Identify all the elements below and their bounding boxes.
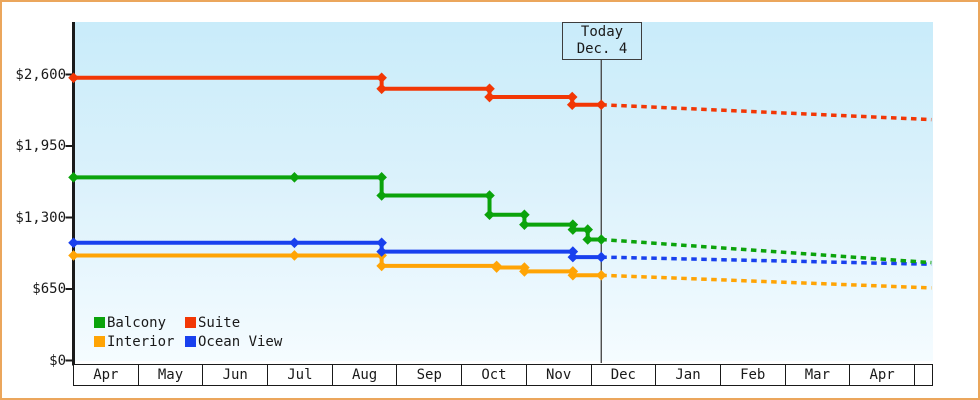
today-date: Dec. 4 [576, 41, 628, 57]
today-label: Today [580, 24, 624, 40]
legend-item-interior: Interior [94, 332, 185, 351]
series-interior-forecast-line [601, 273, 932, 290]
series-interior-marker [595, 269, 607, 281]
series-balcony-marker [484, 209, 495, 221]
series-suite-marker [376, 83, 387, 95]
x-axis-month-band: Apr May Jun Jul Aug Sep Oct Nov Dec Jan Feb Mar Apr [73, 364, 933, 386]
series-ocean-view-forecast-line [601, 255, 932, 266]
series-balcony-marker [484, 190, 495, 201]
series-balcony-marker [519, 209, 530, 221]
series-balcony-marker [595, 234, 607, 245]
legend-swatch-icon [94, 336, 105, 347]
series-suite-marker [566, 91, 578, 103]
series-suite-marker [484, 91, 495, 103]
legend-label: Interior [107, 333, 175, 350]
series-suite-line [73, 75, 602, 107]
series-balcony-marker [582, 224, 594, 235]
series-suite-marker [376, 72, 387, 84]
month-cell-aug: Aug [333, 365, 398, 385]
month-cell-apr: Apr [850, 365, 915, 385]
series-ocean-view-marker [567, 246, 579, 257]
series-interior-marker [289, 250, 300, 261]
month-band-spacer [915, 365, 932, 385]
legend-label: Ocean View [198, 333, 283, 350]
series-suite-marker [595, 99, 607, 111]
y-axis-label: $650 [32, 281, 66, 297]
series-suite-forecast-line [601, 103, 932, 122]
series-suite-marker [566, 99, 578, 111]
legend-label: Balcony [107, 314, 167, 331]
month-cell-jun: Jun [203, 365, 269, 385]
series-interior-marker [519, 266, 530, 277]
legend-item-ocean-view: Ocean View [185, 332, 282, 351]
series-ocean-view-marker [289, 237, 300, 249]
legend-item-suite: Suite [185, 313, 282, 332]
series-balcony-marker [582, 234, 594, 245]
legend-label: Suite [198, 314, 241, 331]
series-ocean-view-marker [376, 237, 387, 249]
month-cell-feb: Feb [721, 365, 786, 385]
y-axis-label: $2,600 [15, 66, 66, 83]
series-ocean-view-marker [567, 251, 579, 263]
series-balcony-marker [68, 172, 79, 183]
series-balcony-marker [519, 219, 530, 230]
series-suite-marker [68, 72, 79, 84]
month-cell-oct: Oct [462, 365, 527, 385]
month-cell-apr: Apr [74, 365, 139, 385]
series-balcony-forecast-line [601, 237, 932, 265]
legend-swatch-icon [94, 317, 105, 328]
month-cell-dec: Dec [592, 365, 657, 385]
series-balcony-marker [567, 224, 579, 235]
series-suite-marker [484, 83, 495, 95]
series-ocean-view-marker [376, 246, 387, 257]
month-cell-jul: Jul [268, 365, 333, 385]
series-interior-marker [376, 260, 387, 272]
series-ocean-view-marker [68, 237, 79, 249]
y-axis-label: $0 [49, 352, 66, 369]
series-ocean-view-marker [595, 251, 607, 263]
series-balcony-marker [289, 172, 300, 183]
month-cell-nov: Nov [527, 365, 592, 385]
y-axis-label: $1,950 [15, 138, 66, 154]
month-cell-jan: Jan [656, 365, 721, 385]
series-interior-marker [567, 269, 579, 281]
series-balcony-marker [376, 172, 387, 183]
chart-legend: Balcony Suite Interior Ocean View [94, 313, 282, 351]
month-cell-sep: Sep [397, 365, 463, 385]
today-marker-box: Today Dec. 4 [562, 22, 642, 60]
y-axis-label: $1,300 [15, 209, 66, 226]
y-axis-line [72, 22, 75, 366]
legend-item-balcony: Balcony [94, 313, 185, 332]
legend-swatch-icon [185, 336, 196, 347]
series-balcony-line [73, 175, 602, 242]
month-cell-mar: Mar [786, 365, 851, 385]
month-cell-may: May [139, 365, 204, 385]
series-balcony-marker [376, 190, 387, 201]
legend-swatch-icon [185, 317, 196, 328]
series-interior-marker [491, 262, 502, 273]
series-interior-marker [68, 250, 79, 261]
